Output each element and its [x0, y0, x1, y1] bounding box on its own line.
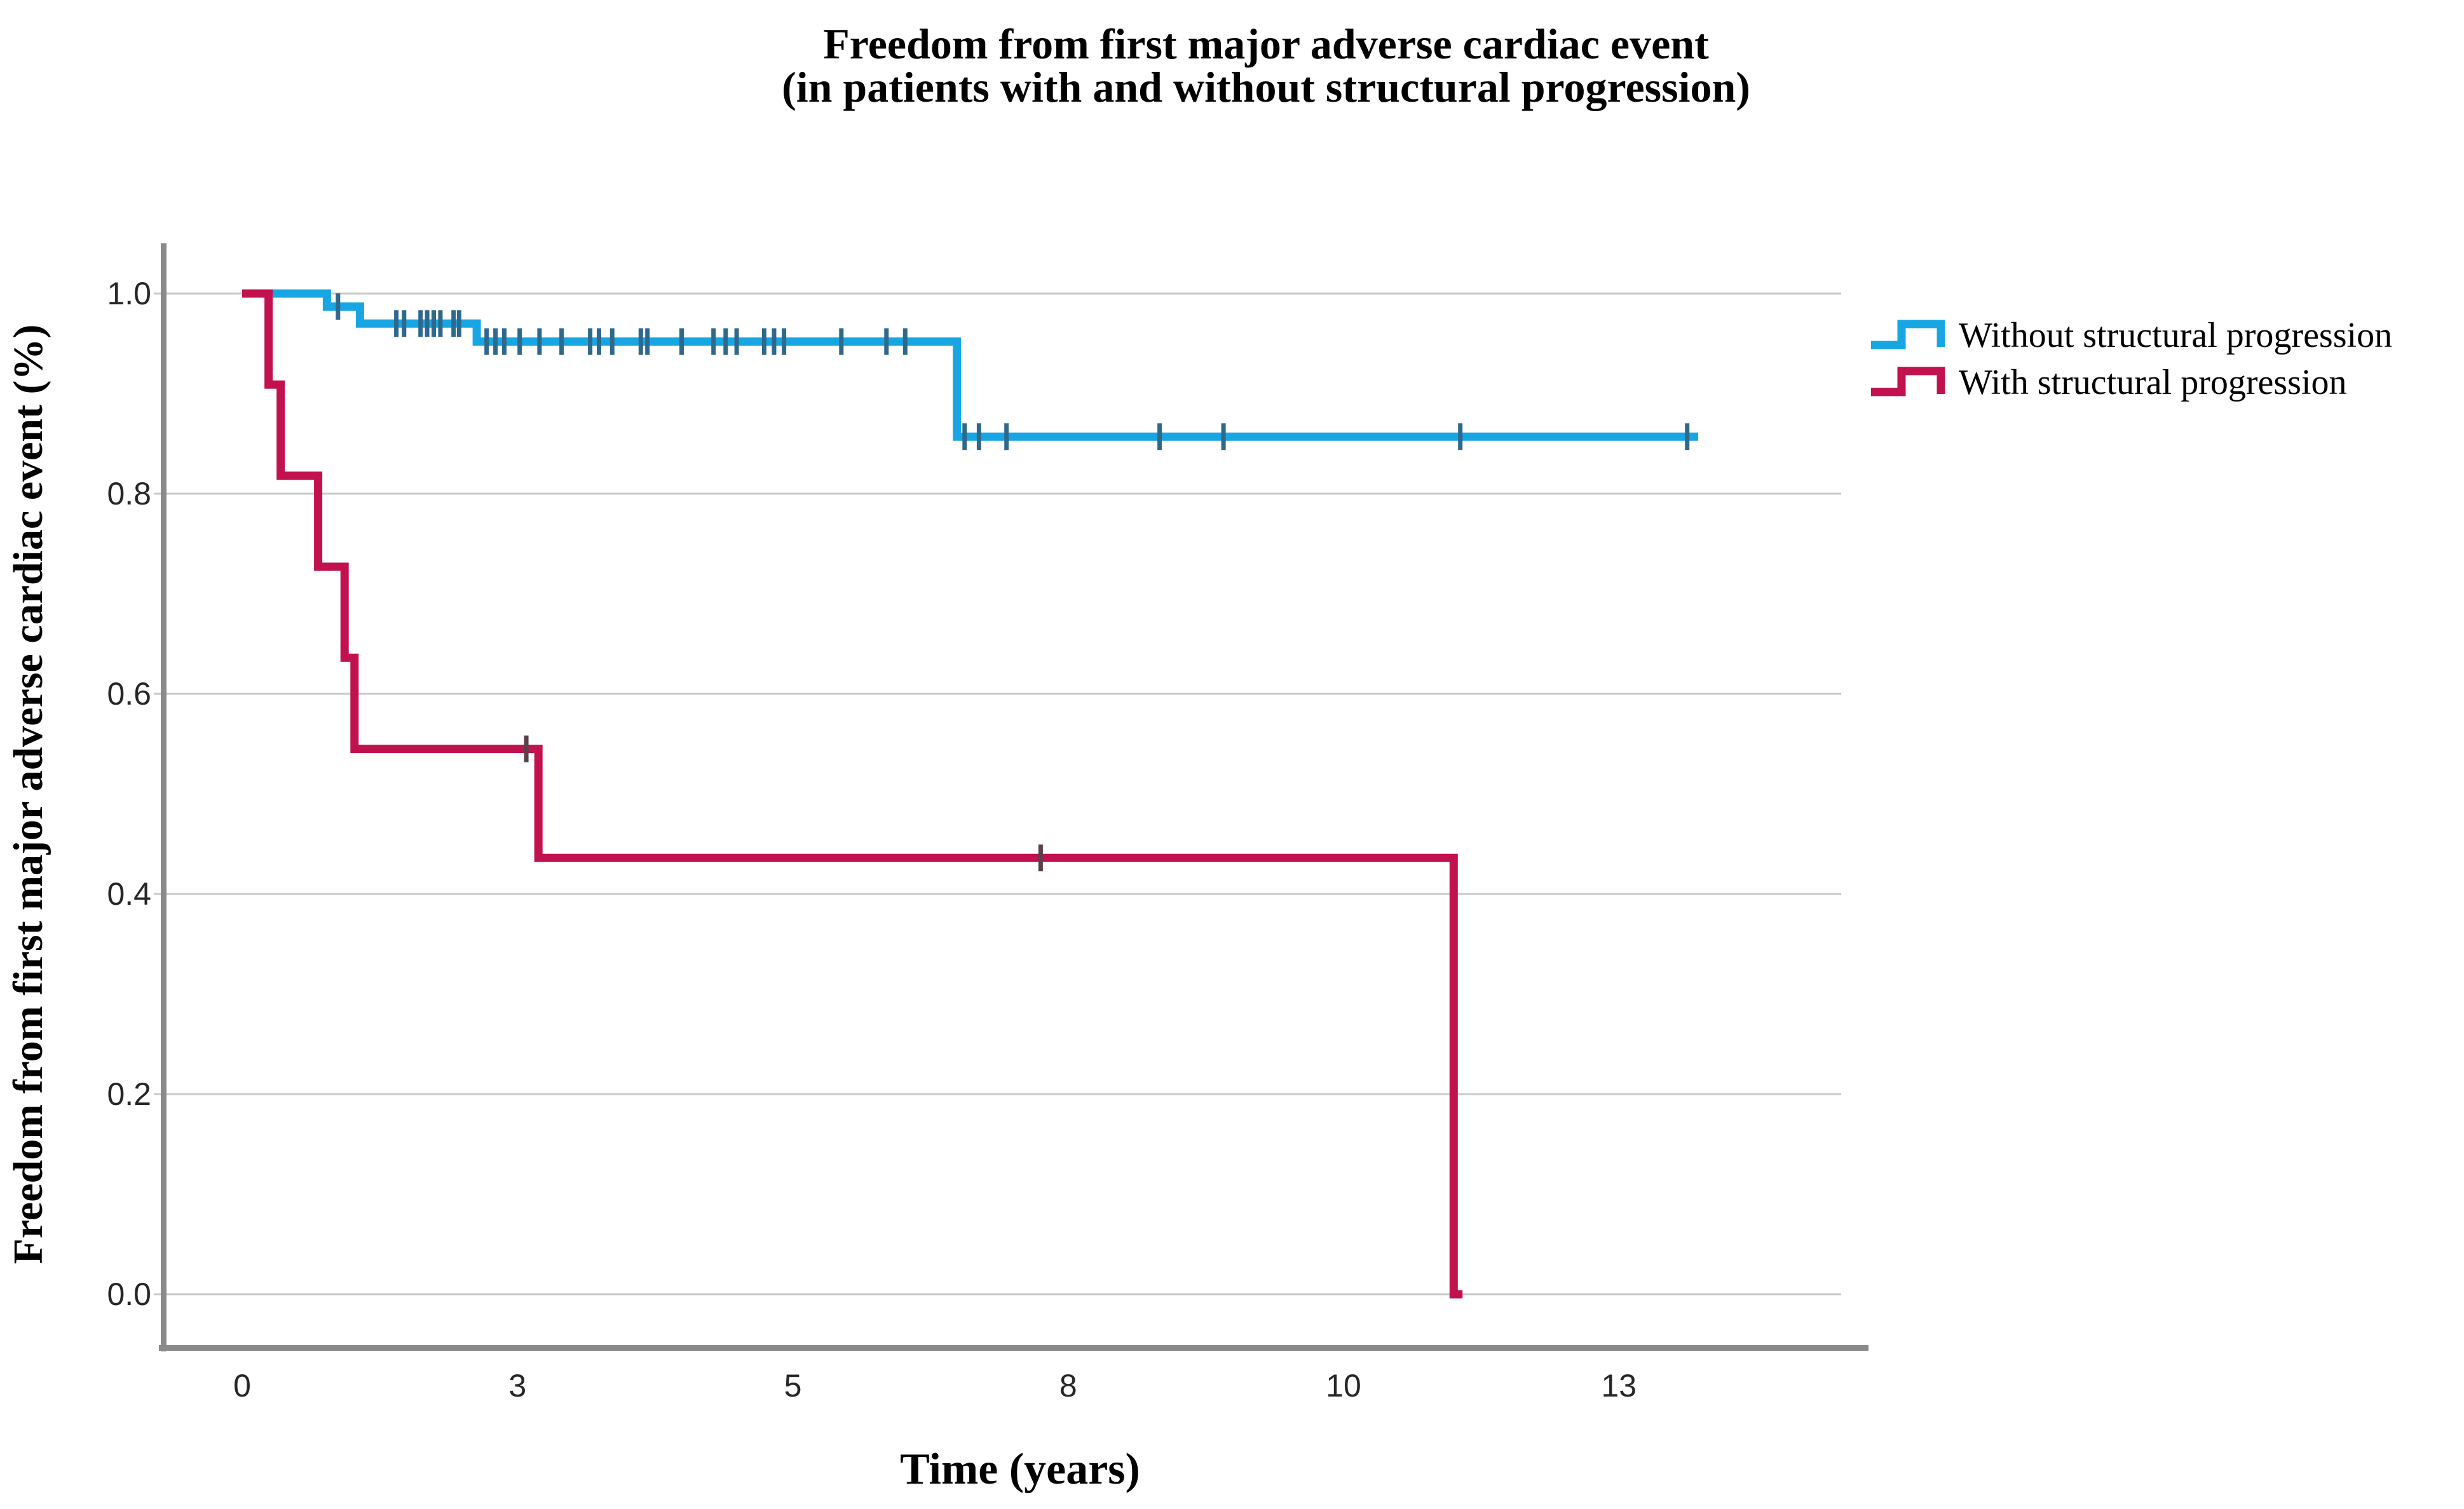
x-tick-label-3: 3	[508, 1368, 526, 1404]
axis-layer	[159, 243, 1868, 1351]
y-axis-title: Freedom from first major adverse cardiac…	[5, 324, 51, 1264]
legend-swatch-step-icon	[1871, 320, 1945, 349]
legend-item-label: Without structural progression	[1959, 316, 2392, 355]
legend: Without structural progression With struc…	[1871, 316, 2392, 402]
series-layer	[242, 289, 1698, 1299]
legend-item-label: With structural progression	[1959, 363, 2347, 402]
tick-label-layer: 1.0 0.8 0.6 0.4 0.2 0.0 0 3 5 8 10 13	[107, 276, 1637, 1404]
legend-item-without-structural-progression: Without structural progression	[1871, 316, 2392, 355]
y-tick-label-1.0: 1.0	[107, 276, 151, 311]
chart-title-line1: Freedom from first major adverse cardiac…	[823, 20, 1709, 68]
x-axis-title: Time (years)	[900, 1445, 1140, 1494]
censor-marks-layer	[336, 293, 1690, 872]
curve-with-structural-progression	[242, 289, 1463, 1299]
x-axis-line	[159, 1345, 1868, 1351]
y-tick-label-0.0: 0.0	[107, 1276, 151, 1312]
legend-item-with-structural-progression: With structural progression	[1871, 363, 2347, 402]
x-tick-label-13: 13	[1601, 1368, 1637, 1404]
chart-title-line2: (in patients with and without structural…	[782, 63, 1750, 111]
gridline-layer	[154, 292, 1841, 1296]
x-tick-label-0: 0	[233, 1368, 251, 1404]
y-tick-label-0.6: 0.6	[107, 676, 151, 712]
legend-swatch-step-icon	[1871, 367, 1945, 396]
y-tick-label-0.4: 0.4	[107, 876, 151, 912]
y-tick-label-0.2: 0.2	[107, 1076, 151, 1112]
x-tick-label-8: 8	[1059, 1368, 1077, 1404]
x-tick-label-5: 5	[784, 1368, 802, 1404]
y-axis-line	[161, 243, 167, 1351]
y-tick-label-0.8: 0.8	[107, 476, 151, 511]
x-tick-label-10: 10	[1326, 1368, 1361, 1404]
